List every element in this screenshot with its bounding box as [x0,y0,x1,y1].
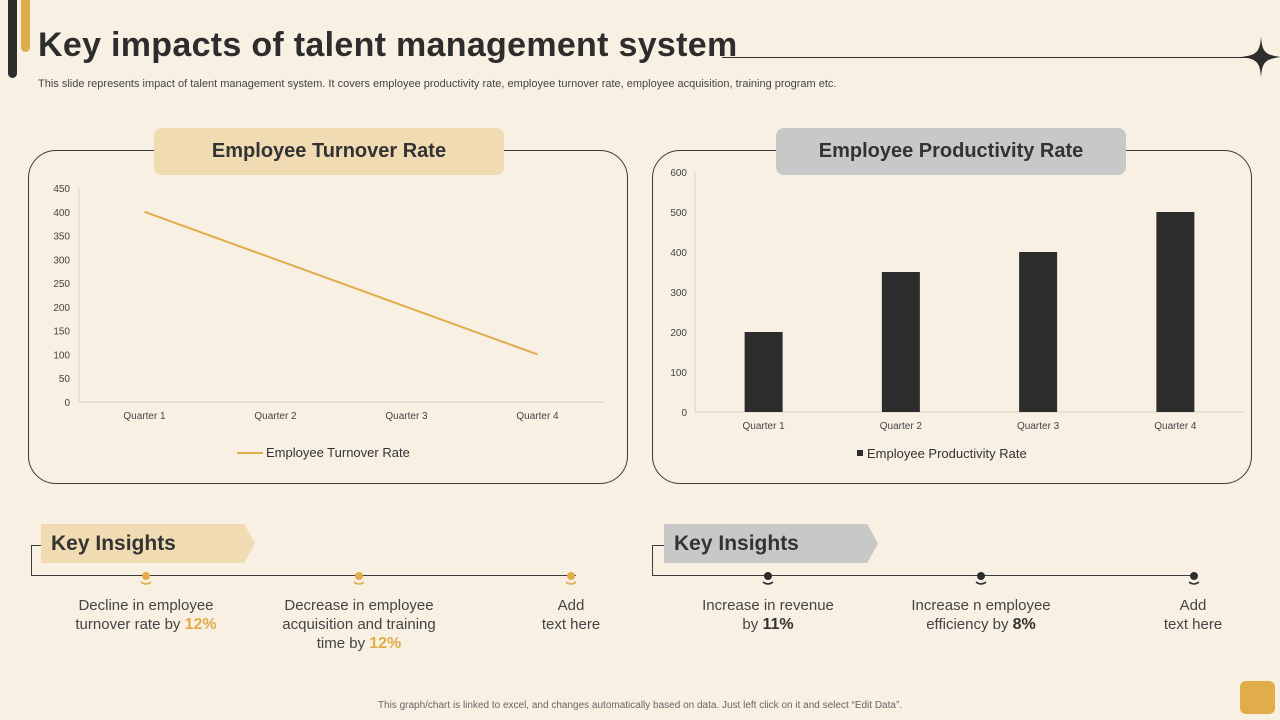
y-tick-label: 300 [670,288,687,299]
y-tick-label: 200 [670,328,687,339]
accent-bar-dark [8,0,17,78]
bar [881,272,920,412]
key-insights-tag-left: Key Insights [41,524,255,563]
bar [744,332,783,412]
x-tick-label: Quarter 4 [1154,421,1197,432]
insight-left-2: Decrease in employee acquisition and tra… [282,597,436,652]
x-tick-label: Quarter 2 [880,421,923,432]
insight-right-1: Increase in revenue by 11% [702,597,834,633]
y-tick-label: 150 [53,327,70,338]
y-tick-label: 300 [53,255,70,266]
accent-bar-gold [21,0,30,52]
legend-label: Employee Productivity Rate [867,446,1027,461]
y-tick-label: 50 [59,374,71,385]
insight-right-3[interactable]: Add text here [1163,597,1223,633]
insights-timeline-left [31,575,576,576]
key-insights-tag-right: Key Insights [664,524,878,563]
x-tick-label: Quarter 3 [1017,421,1060,432]
insights-bracket-left [31,545,41,576]
insight-right-2: Increase n employee efficiency by 8% [911,597,1051,633]
y-tick-label: 350 [53,232,70,243]
corner-accent [1240,681,1275,714]
y-tick-label: 600 [670,168,687,179]
y-tick-label: 100 [670,368,687,379]
insight-left-3[interactable]: Add text here [541,597,601,633]
y-tick-label: 400 [53,208,70,219]
legend-label: Employee Turnover Rate [266,445,410,460]
y-tick-label: 500 [670,208,687,219]
x-tick-label: Quarter 1 [743,421,786,432]
title-divider [722,57,1250,58]
x-tick-label: Quarter 1 [123,411,166,422]
turnover-chart-title: Employee Turnover Rate [154,128,504,175]
insights-timeline-right [652,575,1198,576]
y-tick-label: 100 [53,350,70,361]
x-tick-label: Quarter 4 [516,411,559,422]
x-tick-label: Quarter 3 [385,411,428,422]
footer-note: This graph/chart is linked to excel, and… [377,700,903,711]
series-line [144,210,538,356]
legend-swatch [857,450,863,456]
y-tick-label: 450 [53,184,70,195]
y-tick-label: 0 [681,408,687,419]
page-subtitle: This slide represents impact of talent m… [38,78,837,90]
y-tick-label: 200 [53,303,70,314]
productivity-chart-title: Employee Productivity Rate [776,128,1126,175]
page-title: Key impacts of talent management system [38,26,738,64]
x-tick-label: Quarter 2 [254,411,297,422]
sparkle-icon [1241,36,1280,78]
y-tick-label: 0 [64,398,70,409]
bar [1019,252,1058,412]
bar [1156,212,1195,412]
y-tick-label: 250 [53,279,70,290]
insights-bracket-right [652,545,664,576]
y-tick-label: 400 [670,248,687,259]
insight-left-1: Decline in employee turnover rate by 12% [75,597,217,633]
